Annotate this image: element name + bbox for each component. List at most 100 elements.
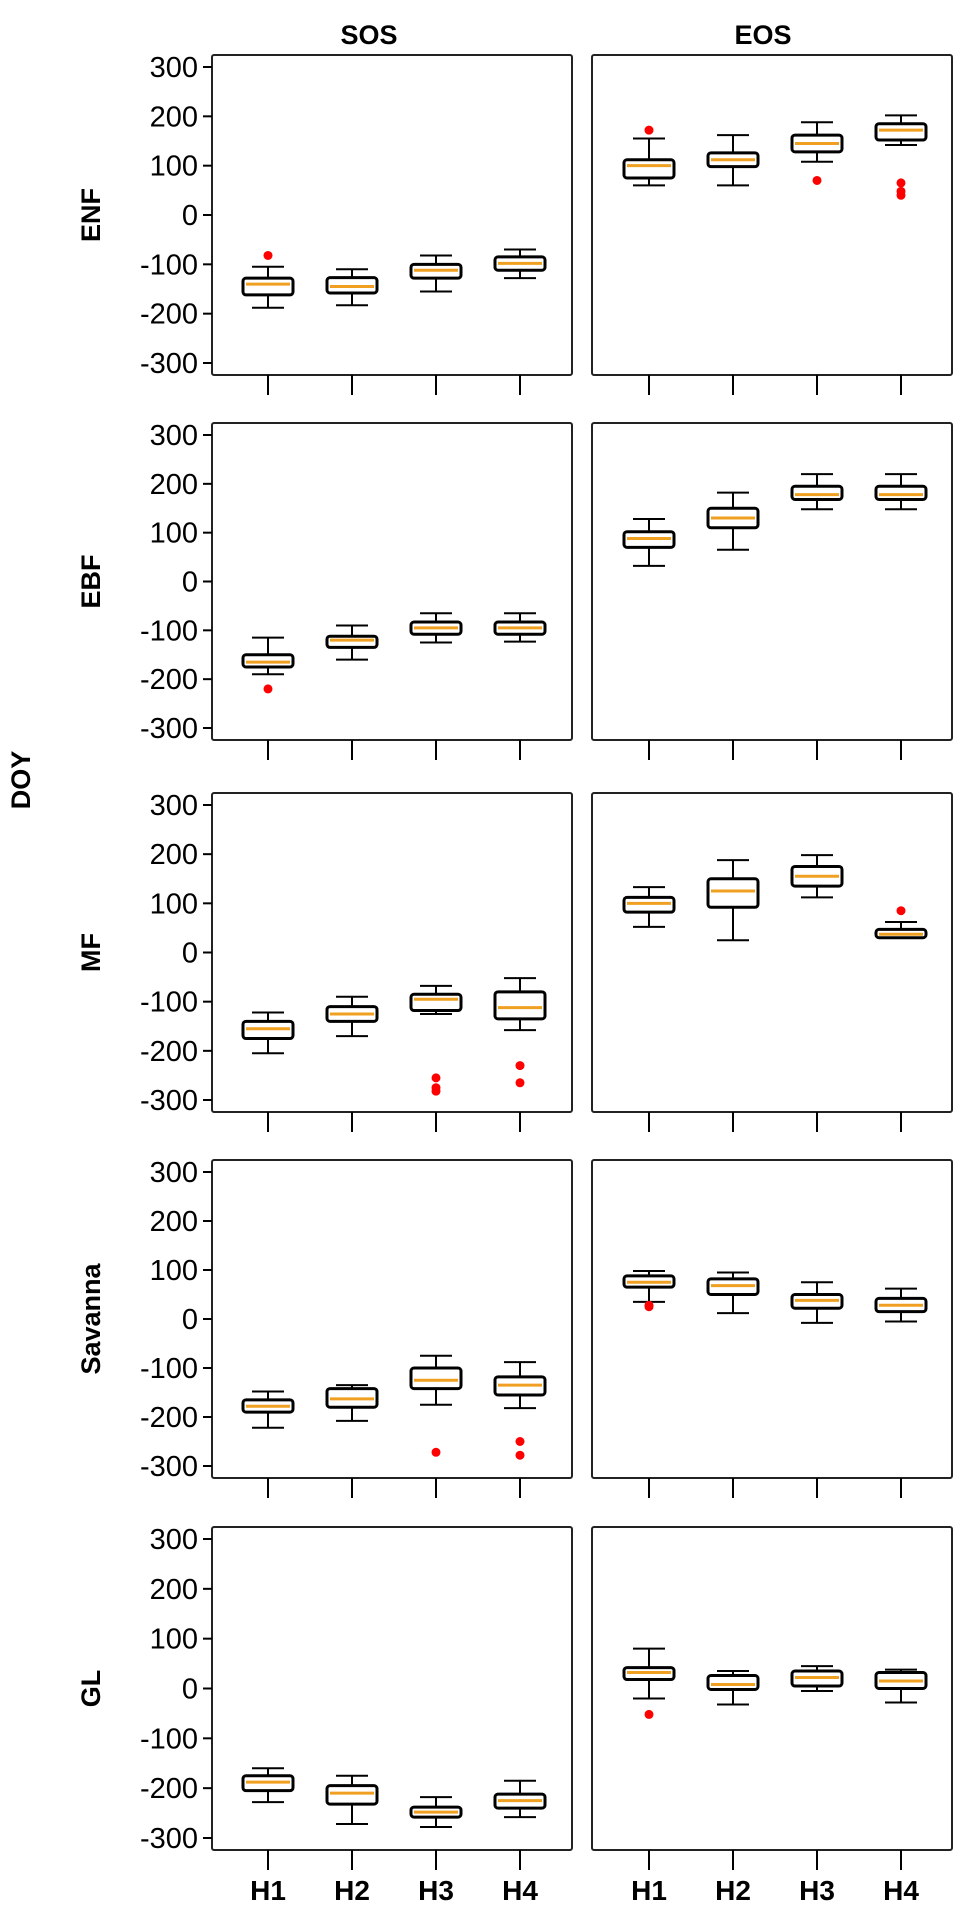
outlier-point [515,1450,525,1460]
y-tick-label: 300 [150,52,198,84]
y-tick-label: -100 [140,987,198,1019]
box-enf-sos-h4 [493,248,547,280]
panel-frames [203,54,953,1870]
y-tick-label: 200 [150,1206,198,1238]
box-mf-eos-h4 [874,906,928,940]
box-savanna-sos-h1 [241,1390,295,1429]
y-tick-label: -200 [140,299,198,331]
iqr-box [409,1366,463,1391]
box-savanna-eos-h4 [874,1287,928,1323]
outlier-point [263,684,273,694]
row-label-gl: GL [76,1670,106,1708]
box-enf-sos-h3 [409,254,463,293]
box-mf-eos-h1 [622,886,676,928]
column-title-sos: SOS [340,20,397,50]
outlier-point [515,1078,525,1088]
box-ebf-eos-h3 [790,473,844,511]
y-tick-label: 0 [182,567,198,599]
box-savanna-sos-h4 [493,1361,547,1460]
y-tick-label: -100 [140,1723,198,1755]
y-tick-label: 100 [150,1255,198,1287]
y-tick-label: 100 [150,151,198,183]
y-tick-label: -300 [140,1823,198,1855]
panel-frame-mf-eos [591,792,953,1113]
box-gl-sos-h1 [241,1767,295,1804]
box-enf-eos-h2 [706,134,760,187]
x-tick-label-h4: H4 [883,1875,919,1906]
y-tick-label: -100 [140,615,198,647]
box-gl-eos-h2 [706,1670,760,1706]
box-enf-eos-h3 [790,121,844,185]
y-tick-label: -200 [140,1773,198,1805]
box-gl-eos-h4 [874,1668,928,1704]
box-ebf-sos-h2 [325,624,379,661]
box-enf-sos-h2 [325,268,379,307]
box-enf-sos-h1 [241,250,295,309]
box-mf-eos-h2 [706,859,760,942]
outlier-point [896,906,906,916]
outlier-point [896,190,906,200]
outlier-point [896,178,906,188]
box-ebf-sos-h4 [493,612,547,643]
outlier-point [431,1447,441,1457]
x-tick-label-h4: H4 [502,1875,538,1906]
iqr-box [706,1674,760,1691]
outlier-point [644,1300,654,1310]
y-tick-label: 0 [182,938,198,970]
box-mf-sos-h3 [409,984,463,1096]
y-tick-label: 200 [150,1574,198,1606]
y-axis-title: DOY [6,751,36,810]
x-tick-label-h2: H2 [334,1875,370,1906]
y-tick-label: -300 [140,1085,198,1117]
box-gl-eos-h3 [790,1665,844,1692]
box-ebf-sos-h3 [409,612,463,644]
y-tick-label: 300 [150,1524,198,1556]
box-savanna-eos-h3 [790,1281,844,1324]
x-tick-label-h2: H2 [715,1875,751,1906]
panel-frame-ebf-eos [591,422,953,741]
box-ebf-eos-h2 [706,491,760,551]
y-tick-label: 300 [150,420,198,452]
y-tick-label: 300 [150,790,198,822]
panel-frame-enf-eos [591,54,953,376]
box-gl-eos-h1 [622,1647,676,1719]
y-tick-label: 0 [182,1674,198,1706]
y-tick-label: -300 [140,348,198,380]
x-tick-label-h1: H1 [250,1875,286,1906]
column-title-eos: EOS [734,20,791,50]
y-tick-label: 0 [182,200,198,232]
iqr-box [622,158,676,180]
outlier-point [515,1061,525,1071]
row-label-savanna: Savanna [76,1262,106,1374]
box-ebf-sos-h1 [241,636,295,694]
box-mf-sos-h1 [241,1011,295,1055]
box-gl-sos-h4 [493,1779,547,1819]
box-mf-sos-h4 [493,977,547,1088]
box-gl-sos-h2 [325,1774,379,1826]
y-tick-label: -200 [140,1402,198,1434]
x-tick-label-h1: H1 [631,1875,667,1906]
y-tick-label: 300 [150,1157,198,1189]
iqr-box [874,484,928,501]
outlier-point [812,175,822,185]
outlier-point [263,250,273,260]
y-tick-label: -200 [140,1036,198,1068]
iqr-box [325,634,379,649]
outlier-point [644,1709,654,1719]
row-label-ebf: EBF [76,555,106,609]
axis-labels: SOS EOS DOY ENF 300 200 100 0 -100 -200 -300 EBF… [6,20,919,1906]
y-tick-label: 100 [150,1624,198,1656]
box-marks [241,114,928,1829]
panel-frame-savanna-eos [591,1159,953,1479]
box-mf-sos-h2 [325,995,379,1038]
x-tick-label-h3: H3 [799,1875,835,1906]
y-tick-label: 100 [150,888,198,920]
y-tick-label: -300 [140,713,198,745]
outlier-point [431,1086,441,1096]
box-ebf-eos-h1 [622,517,676,567]
box-savanna-sos-h2 [325,1384,379,1422]
x-tick-label-h3: H3 [418,1875,454,1906]
y-tick-label: 100 [150,518,198,550]
row-label-mf: MF [76,933,106,972]
